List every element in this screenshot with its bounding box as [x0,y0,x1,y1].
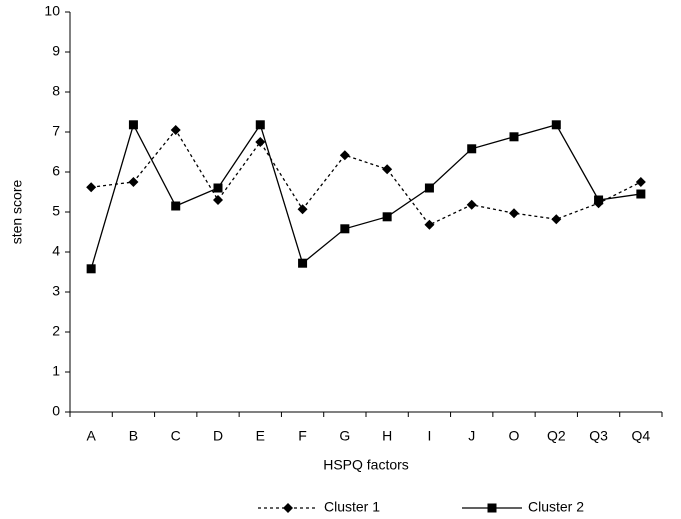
x-tick-label: Q2 [547,428,566,444]
y-tick-label: 6 [52,163,60,179]
data-point [340,224,350,234]
x-tick-label: F [298,428,307,444]
data-point [170,125,181,135]
y-tick-label: 1 [52,363,60,379]
y-tick-label: 7 [52,123,60,139]
x-tick-label: Q3 [589,428,608,444]
data-point [594,195,604,205]
data-point [424,219,435,230]
y-tick-label: 8 [52,83,60,99]
data-point [255,120,265,130]
y-tick-label: 10 [44,3,60,19]
data-point [509,132,519,142]
data-point [382,212,392,222]
legend-label: Cluster 1 [324,499,380,515]
y-axis-title: sten score [9,179,25,244]
data-point [551,214,562,225]
legend-label: Cluster 2 [528,499,584,515]
data-point [255,137,266,147]
data-point [86,182,97,193]
data-point [297,204,308,215]
data-point [466,199,477,210]
y-tick-label: 3 [52,283,60,299]
y-tick-label: 2 [52,323,60,339]
data-point [213,183,223,193]
x-tick-label: I [427,428,431,444]
legend-marker [487,503,497,513]
data-point [382,164,393,175]
data-point [467,144,477,154]
x-tick-label: Q4 [632,428,651,444]
x-tick-label: H [382,428,392,444]
data-point [213,195,223,205]
x-axis-title: HSPQ factors [323,457,409,473]
legend-marker [283,503,293,513]
data-point [128,177,139,187]
series-line [90,123,641,269]
data-point [635,177,646,187]
data-point [128,120,138,130]
x-tick-label: D [213,428,223,444]
x-tick-label: O [509,428,520,444]
x-tick-label: B [129,428,138,444]
x-tick-label: C [171,428,181,444]
series-line [91,128,642,226]
data-point [171,201,181,211]
x-tick-label: A [86,428,96,444]
y-tick-label: 4 [52,243,60,259]
data-point [298,258,308,268]
y-tick-label: 5 [52,203,60,219]
data-point [636,189,646,199]
data-point [86,264,96,274]
y-tick-label: 9 [52,43,60,59]
data-point [424,183,434,193]
y-tick-label: 0 [52,403,60,419]
data-point [551,120,561,130]
data-point [339,150,350,161]
data-point [509,208,519,219]
x-tick-label: G [339,428,350,444]
x-tick-label: E [256,428,265,444]
x-tick-label: J [468,428,475,444]
